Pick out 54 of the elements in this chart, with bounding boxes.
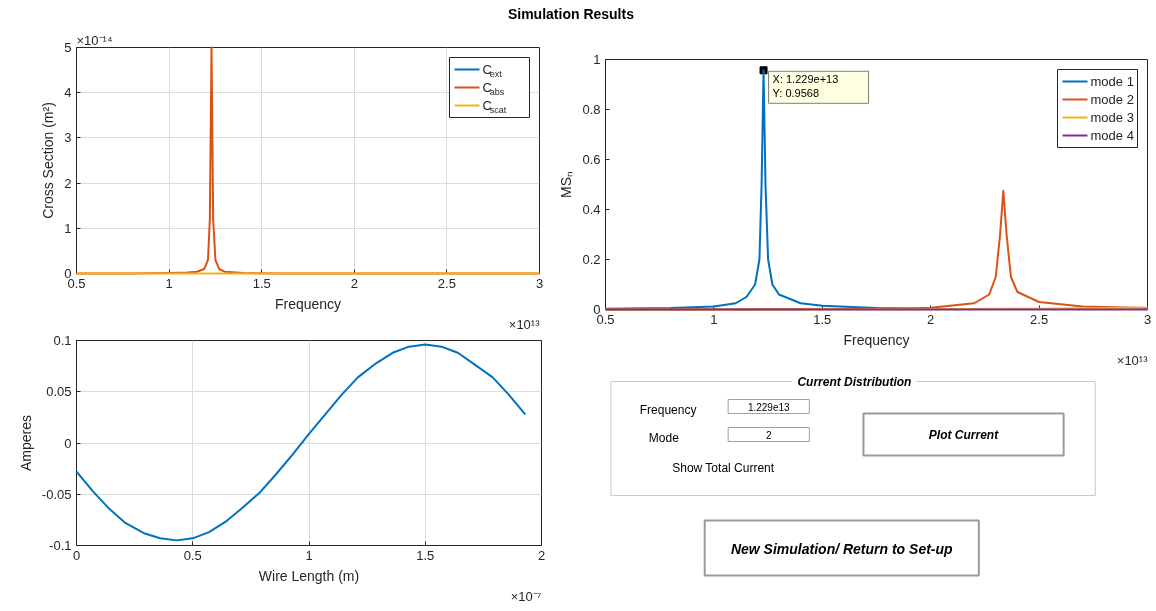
x-tick-label: 1.5 <box>813 311 832 327</box>
line-series <box>75 343 527 542</box>
text: Plot Current <box>928 427 1000 442</box>
x-tick-label: 3 <box>1143 311 1152 327</box>
y-axis-title: Cross Section (m²) <box>40 102 57 219</box>
text: ×10¹³ <box>1116 352 1149 368</box>
text: 1.229e13 <box>747 401 791 413</box>
y-tick-label: 0.2 <box>582 252 601 267</box>
text: ×10¹³ <box>508 316 541 332</box>
text: Simulation Results <box>507 5 635 22</box>
x-tick-label: 2.5 <box>1030 311 1049 327</box>
text: ×10⁻⁷ <box>510 588 542 604</box>
x-tick-label: 0.5 <box>183 547 202 563</box>
x-tick-label: 2 <box>537 547 546 563</box>
text: New Simulation/ Return to Set-up <box>730 540 954 557</box>
x-tick-label: 3 <box>535 275 544 291</box>
annotation: ×10⁻¹⁴ <box>76 32 113 48</box>
y-axis-title: Amperes <box>17 414 34 472</box>
text: Mode <box>648 430 680 445</box>
x-tick-label: 1 <box>305 547 313 563</box>
y-tick-label: -0.05 <box>41 486 72 502</box>
x-tick-label: 2 <box>350 275 358 291</box>
text: Show Total Current <box>672 460 775 475</box>
y-tick-label: 5 <box>64 40 72 55</box>
x-tick-label: 1 <box>165 275 173 291</box>
y-axis-title: MSₙ <box>558 171 575 198</box>
y-tick-label: 0.4 <box>582 202 601 217</box>
text: Frequency <box>639 402 697 417</box>
text: 2 <box>765 429 772 441</box>
y-tick-label: 0 <box>64 435 72 451</box>
y-tick-label: 0.1 <box>53 333 72 348</box>
y-tick-label: 0.6 <box>582 152 601 167</box>
y-tick-label: 1 <box>64 220 72 236</box>
x-axis-title: Wire Length (m) <box>258 567 360 584</box>
x-tick-label: 1.5 <box>416 547 435 563</box>
legend-label: mode 1 <box>1090 74 1134 89</box>
y-tick-label: 0.05 <box>46 384 72 400</box>
text: Current Distribution <box>797 374 912 389</box>
legend-label: mode 4 <box>1090 128 1134 143</box>
y-tick-label: 2 <box>64 175 72 191</box>
annotation: X: 1.229e+13 Y: 0.9568 <box>772 73 839 100</box>
x-axis-title: Frequency <box>843 331 910 348</box>
x-tick-label: 1 <box>710 311 718 327</box>
y-tick-label: 0.8 <box>582 102 601 117</box>
y-tick-label: 3 <box>64 130 72 146</box>
legend-label: mode 2 <box>1090 92 1134 107</box>
x-tick-label: 2.5 <box>437 275 456 291</box>
y-tick-label: -0.1 <box>49 538 72 553</box>
legend-label: mode 3 <box>1090 110 1134 125</box>
y-tick-label: 4 <box>64 85 72 101</box>
y-tick-label: 1 <box>593 52 601 67</box>
x-tick-label: 2 <box>927 311 935 327</box>
x-tick-label: 1.5 <box>252 275 271 291</box>
x-axis-title: Frequency <box>274 295 342 312</box>
